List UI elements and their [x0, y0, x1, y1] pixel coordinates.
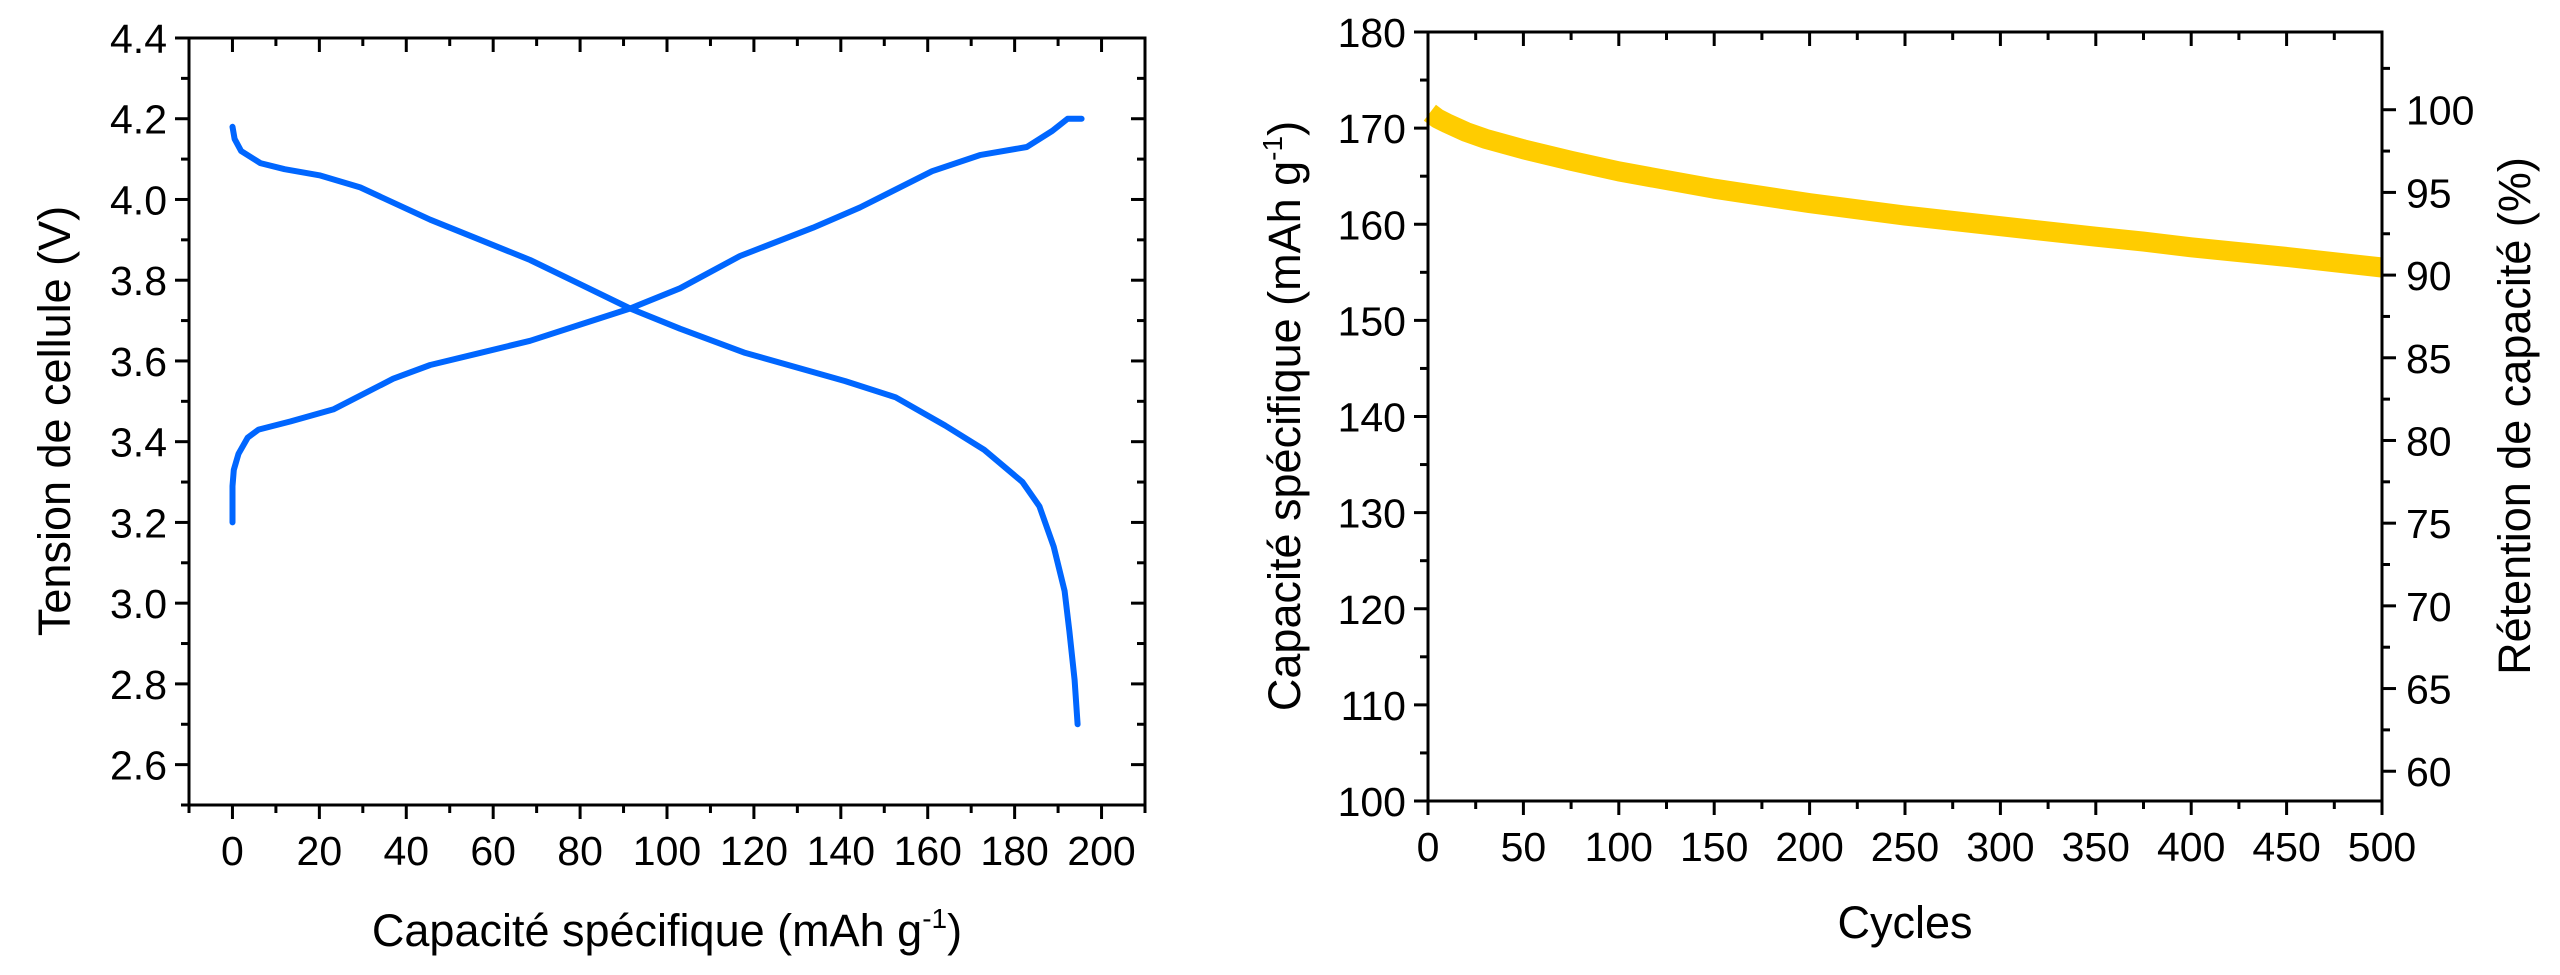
- y-tick-label: 180: [1338, 10, 1406, 56]
- capacity-y-axis-label-text: Capacité spécifique (mAh g: [1259, 161, 1310, 711]
- x-tick-label: 80: [557, 828, 603, 874]
- cycling-chart: 0 50 100 150 200 250 300 350 400 450 500 100 110 120 1…: [1257, 10, 2540, 948]
- x-tick-label: 450: [2252, 824, 2320, 870]
- x-tick-label: 300: [1966, 824, 2034, 870]
- y-tick-label: 140: [1338, 395, 1406, 441]
- y-tick-label: 3.0: [110, 581, 167, 627]
- y-tick-label: 3.6: [110, 339, 167, 385]
- x-tick-label: 350: [2062, 824, 2130, 870]
- x-axis-label-text: Capacité spécifique (mAh g: [372, 905, 922, 956]
- retention-y-axis-label: Rétention de capacité (%): [2489, 157, 2540, 675]
- y2-tick-label: 70: [2406, 584, 2452, 630]
- series-line-charge: [229, 115, 1085, 526]
- x-tick-label: 50: [1501, 824, 1547, 870]
- cycles-x-axis-label: Cycles: [1837, 897, 1972, 948]
- x-tick-label: 180: [980, 828, 1048, 874]
- x-tick-label: 400: [2157, 824, 2225, 870]
- y-tick-label: 170: [1338, 106, 1406, 152]
- x-tick-label: 200: [1775, 824, 1843, 870]
- voltage-series-group: [229, 115, 1085, 728]
- x-tick-label: 150: [1680, 824, 1748, 870]
- voltage-x-axis-label: Capacité spécifique (mAh g-1): [372, 903, 962, 956]
- y2-tick-label: 85: [2406, 336, 2452, 382]
- y-tick-label: 130: [1338, 491, 1406, 537]
- series-line-specific-capacity: [1423, 104, 2384, 278]
- cycling-ticks: 0 50 100 150 200 250 300 350 400 450 500 100 110 120 1…: [1338, 10, 2475, 870]
- voltage-ticks: 0 20 40 60 80 100 120 140 160 180 200 2.6 2.8 3.0 3.2 3…: [110, 16, 1147, 874]
- y2-tick-label: 80: [2406, 418, 2452, 464]
- y2-tick-label: 75: [2406, 501, 2452, 547]
- x-tick-label: 140: [807, 828, 875, 874]
- voltage-profile-chart: 0 20 40 60 80 100 120 140 160 180 200 2.6 2.8 3.0 3.2 3…: [29, 16, 1147, 956]
- y-tick-label: 100: [1338, 779, 1406, 825]
- voltage-y-axis-label: Tension de cellule (V): [29, 206, 80, 636]
- x-tick-label: 120: [720, 828, 788, 874]
- capacity-y-axis-label-end: ): [1259, 121, 1310, 136]
- y-tick-label: 4.0: [110, 177, 167, 223]
- capacity-y-axis-label-superscript: -1: [1257, 136, 1288, 161]
- x-tick-label: 20: [297, 828, 343, 874]
- y-tick-label: 110: [1341, 683, 1406, 729]
- x-tick-label: 160: [894, 828, 962, 874]
- y2-tick-label: 100: [2406, 88, 2474, 134]
- y-tick-label: 3.2: [110, 500, 167, 546]
- y2-tick-label: 90: [2406, 253, 2452, 299]
- x-tick-label: 500: [2348, 824, 2416, 870]
- y-tick-label: 2.8: [110, 662, 167, 708]
- x-axis-label-superscript: -1: [922, 903, 947, 934]
- x-tick-label: 100: [633, 828, 701, 874]
- x-tick-label: 200: [1067, 828, 1135, 874]
- y2-tick-label: 65: [2406, 667, 2452, 713]
- y-tick-label: 120: [1338, 587, 1406, 633]
- y-tick-label: 3.4: [110, 420, 167, 466]
- y-tick-label: 150: [1338, 298, 1406, 344]
- y2-tick-label: 95: [2406, 170, 2452, 216]
- y-tick-label: 4.4: [110, 16, 167, 62]
- capacity-y-axis-label: Capacité spécifique (mAh g-1): [1257, 121, 1310, 711]
- series-line-discharge: [229, 123, 1081, 728]
- capacity-series-group: [1423, 104, 2384, 278]
- y-tick-label: 160: [1338, 202, 1406, 248]
- x-tick-label: 60: [470, 828, 516, 874]
- y2-tick-label: 60: [2406, 749, 2452, 795]
- y-tick-label: 2.6: [110, 743, 167, 789]
- x-axis-label-end: ): [947, 905, 962, 956]
- x-tick-label: 40: [383, 828, 429, 874]
- y-tick-label: 3.8: [110, 258, 167, 304]
- cycling-axes: [1426, 30, 2384, 803]
- x-tick-label: 0: [1417, 824, 1440, 870]
- x-tick-label: 250: [1871, 824, 1939, 870]
- x-tick-label: 0: [221, 828, 244, 874]
- x-tick-label: 100: [1585, 824, 1653, 870]
- y-tick-label: 4.2: [110, 97, 167, 143]
